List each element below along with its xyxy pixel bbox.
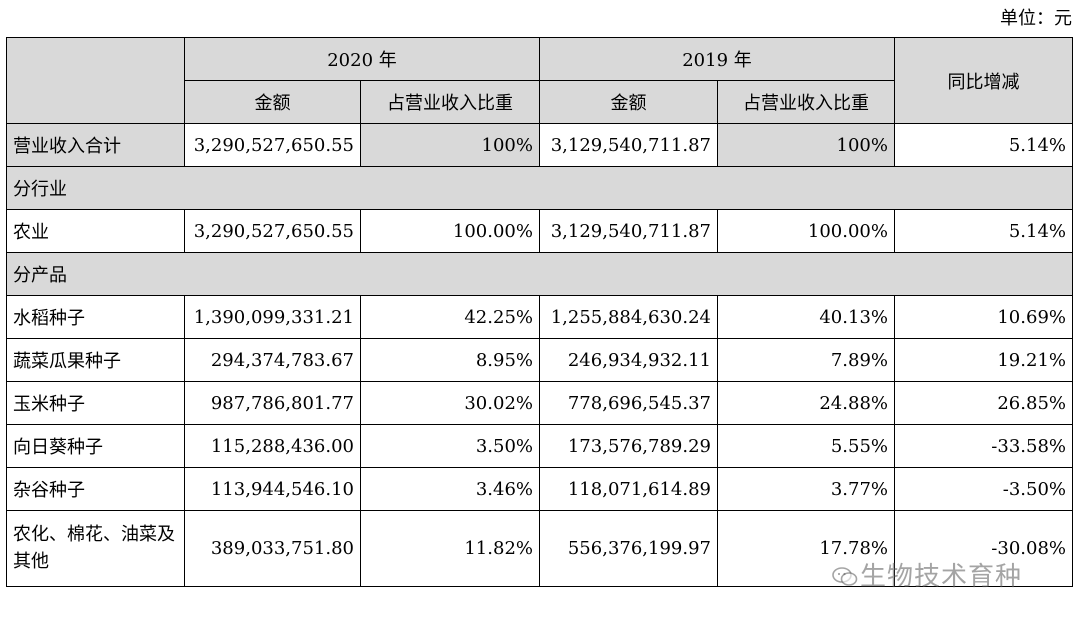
share-2019: 100.00% bbox=[717, 209, 895, 253]
yoy-change: 19.21% bbox=[894, 338, 1073, 382]
table-row: 蔬菜瓜果种子 294,374,783.67 8.95% 246,934,932.… bbox=[6, 338, 1073, 382]
share-2019: 3.77% bbox=[717, 467, 895, 511]
section-row-industry: 分行业 bbox=[6, 166, 1073, 210]
share-2019: 40.13% bbox=[717, 295, 895, 339]
share-2019: 5.55% bbox=[717, 424, 895, 468]
amount-2020: 115,288,436.00 bbox=[184, 424, 361, 468]
row-label: 营业收入合计 bbox=[6, 123, 185, 167]
amount-2019: 556,376,199.97 bbox=[539, 510, 718, 587]
row-label: 水稻种子 bbox=[6, 295, 185, 339]
section-title: 分行业 bbox=[6, 166, 1073, 210]
header-share-2019: 占营业收入比重 bbox=[717, 80, 895, 124]
table-row: 向日葵种子 115,288,436.00 3.50% 173,576,789.2… bbox=[6, 424, 1073, 468]
amount-2020: 987,786,801.77 bbox=[184, 381, 361, 425]
header-share-2020: 占营业收入比重 bbox=[360, 80, 540, 124]
share-2020: 100.00% bbox=[360, 209, 540, 253]
row-label: 蔬菜瓜果种子 bbox=[6, 338, 185, 382]
share-2019: 24.88% bbox=[717, 381, 895, 425]
row-label: 玉米种子 bbox=[6, 381, 185, 425]
row-label: 杂谷种子 bbox=[6, 467, 185, 511]
yoy-change: 26.85% bbox=[894, 381, 1073, 425]
table-row: 农化、棉花、油菜及其他 389,033,751.80 11.82% 556,37… bbox=[6, 510, 1073, 587]
header-2019: 2019 年 bbox=[539, 37, 895, 81]
yoy-change: -30.08% bbox=[894, 510, 1073, 587]
revenue-table: 2020 年 2019 年 同比增减 金额 占营业收入比重 金额 占营业收入比重… bbox=[6, 37, 1073, 587]
table-row: 杂谷种子 113,944,546.10 3.46% 118,071,614.89… bbox=[6, 467, 1073, 511]
row-label: 农业 bbox=[6, 209, 185, 253]
header-2020: 2020 年 bbox=[184, 37, 540, 81]
amount-2020: 3,290,527,650.55 bbox=[184, 209, 361, 253]
amount-2019: 3,129,540,711.87 bbox=[539, 209, 718, 253]
share-2020: 100% bbox=[360, 123, 540, 167]
amount-2019: 173,576,789.29 bbox=[539, 424, 718, 468]
table-row: 水稻种子 1,390,099,331.21 42.25% 1,255,884,6… bbox=[6, 295, 1073, 339]
amount-2020: 389,033,751.80 bbox=[184, 510, 361, 587]
header-blank-cell bbox=[6, 37, 185, 124]
header-row-years: 2020 年 2019 年 同比增减 bbox=[6, 37, 1073, 124]
row-label: 农化、棉花、油菜及其他 bbox=[6, 510, 185, 587]
share-2020: 11.82% bbox=[360, 510, 540, 587]
table-row: 农业 3,290,527,650.55 100.00% 3,129,540,71… bbox=[6, 209, 1073, 253]
unit-label: 单位：元 bbox=[1000, 8, 1072, 29]
amount-2020: 3,290,527,650.55 bbox=[184, 123, 361, 167]
amount-2019: 778,696,545.37 bbox=[539, 381, 718, 425]
share-2020: 42.25% bbox=[360, 295, 540, 339]
yoy-change: 5.14% bbox=[894, 123, 1073, 167]
section-row-product: 分产品 bbox=[6, 252, 1073, 296]
share-2020: 3.46% bbox=[360, 467, 540, 511]
amount-2019: 246,934,932.11 bbox=[539, 338, 718, 382]
header-row-columns: 金额 占营业收入比重 金额 占营业收入比重 bbox=[7, 80, 1073, 124]
yoy-change: 5.14% bbox=[894, 209, 1073, 253]
row-label: 向日葵种子 bbox=[6, 424, 185, 468]
table-row-total: 营业收入合计 3,290,527,650.55 100% 3,129,540,7… bbox=[6, 123, 1073, 167]
amount-2019: 3,129,540,711.87 bbox=[539, 123, 718, 167]
yoy-change: -33.58% bbox=[894, 424, 1073, 468]
yoy-change: 10.69% bbox=[894, 295, 1073, 339]
amount-2020: 294,374,783.67 bbox=[184, 338, 361, 382]
amount-2019: 118,071,614.89 bbox=[539, 467, 718, 511]
share-2019: 100% bbox=[717, 123, 895, 167]
header-amount-2019: 金额 bbox=[539, 80, 718, 124]
share-2020: 8.95% bbox=[360, 338, 540, 382]
share-2019: 17.78% bbox=[717, 510, 895, 587]
share-2019: 7.89% bbox=[717, 338, 895, 382]
amount-2019: 1,255,884,630.24 bbox=[539, 295, 718, 339]
section-title: 分产品 bbox=[6, 252, 1073, 296]
share-2020: 3.50% bbox=[360, 424, 540, 468]
share-2020: 30.02% bbox=[360, 381, 540, 425]
amount-2020: 113,944,546.10 bbox=[184, 467, 361, 511]
yoy-change: -3.50% bbox=[894, 467, 1073, 511]
header-amount-2020: 金额 bbox=[184, 80, 361, 124]
header-yoy: 同比增减 bbox=[894, 37, 1073, 124]
amount-2020: 1,390,099,331.21 bbox=[184, 295, 361, 339]
table-row: 玉米种子 987,786,801.77 30.02% 778,696,545.3… bbox=[6, 381, 1073, 425]
